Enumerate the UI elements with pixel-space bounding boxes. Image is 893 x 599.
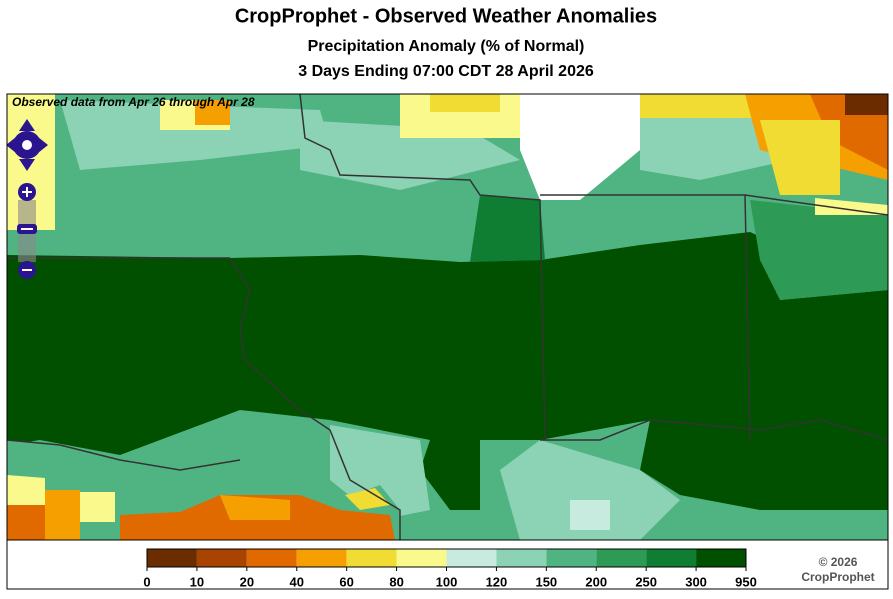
legend-swatch (596, 549, 647, 567)
period: 3 Days Ending 07:00 CDT 28 April 2026 (298, 63, 594, 80)
zoom-controls (6, 119, 48, 279)
legend-swatch (196, 549, 247, 567)
legend-swatch (496, 549, 547, 567)
legend-tick-label: 10 (190, 574, 204, 589)
legend-swatch (346, 549, 397, 567)
legend-swatch (246, 549, 297, 567)
map: Observed data from Apr 26 through Apr 28 (6, 94, 888, 540)
legend-tick-label: 60 (339, 574, 353, 589)
credit-year: © 2026 (819, 555, 858, 569)
zoom-in-button[interactable] (18, 183, 36, 201)
legend-tick-label: 200 (585, 574, 607, 589)
legend-frame (6, 539, 889, 590)
legend-tick-label: 250 (635, 574, 657, 589)
legend-swatch (147, 549, 197, 567)
legend-tick-label: 300 (685, 574, 707, 589)
legend-tick-label: 100 (436, 574, 458, 589)
legend-swatch (646, 549, 697, 567)
legend-tick-label: 0 (143, 574, 150, 589)
legend-tick-label: 80 (389, 574, 403, 589)
legend-swatch (546, 549, 597, 567)
pan-control[interactable] (6, 119, 48, 171)
legend-swatch (446, 549, 497, 567)
legend-tick-label: 40 (290, 574, 304, 589)
legend: 0 10 20 40 60 80 100 120 150 200 250 300 950 (143, 548, 757, 589)
legend-tick-label: 20 (240, 574, 254, 589)
legend-tick-label: 950 (735, 574, 757, 589)
legend-tick-label: 150 (535, 574, 557, 589)
legend-swatch (396, 549, 447, 567)
credit-brand: CropProphet (801, 570, 874, 584)
map-note: Observed data from Apr 26 through Apr 28 (12, 95, 255, 109)
title: CropProphet - Observed Weather Anomalies (235, 5, 657, 27)
zoom-slider[interactable] (17, 224, 37, 234)
legend-tick-label: 120 (486, 574, 508, 589)
legend-swatch (696, 549, 746, 567)
legend-swatch (296, 549, 347, 567)
subtitle: Precipitation Anomaly (% of Normal) (308, 38, 585, 55)
zoom-out-button[interactable] (18, 261, 36, 279)
